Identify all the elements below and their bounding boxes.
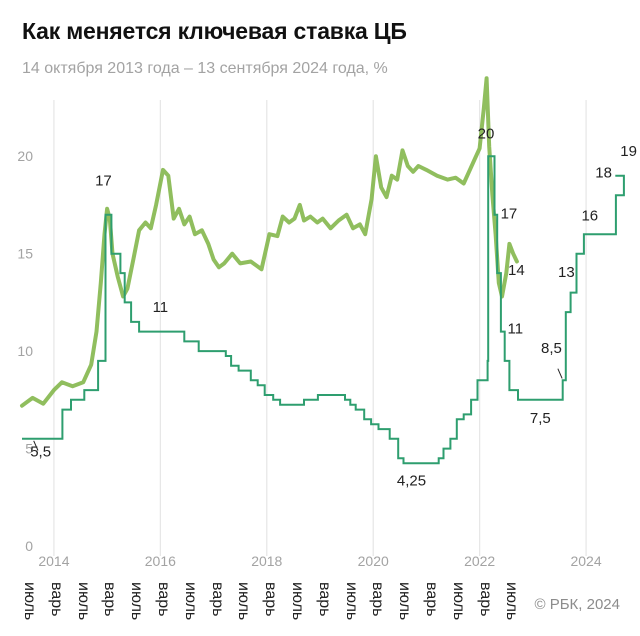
chart-subtitle: 14 октября 2013 года – 13 сентября 2024 …: [22, 60, 388, 77]
series-line-green: [20, 76, 519, 408]
data-label: 11: [153, 299, 169, 316]
chart-title: Как меняется ключевая ставка ЦБ: [22, 18, 407, 44]
month-tick-label: варь: [476, 582, 494, 617]
x-tick-label: 2016: [145, 553, 176, 569]
month-tick-label: варь: [262, 582, 280, 617]
y-tick-label: 5: [25, 441, 33, 457]
month-tick-label: июль: [235, 582, 253, 621]
source-credit: © РБК, 2024: [534, 596, 620, 613]
data-label: 11: [508, 321, 524, 338]
data-label: 17: [501, 206, 518, 223]
x-axis-ticks: 2014 2016 2018 2020 2022 2024: [38, 553, 602, 569]
series-layer: [20, 76, 625, 465]
data-label: 20: [478, 126, 495, 143]
data-label: 18: [595, 165, 612, 182]
y-tick-label: 20: [17, 148, 33, 164]
data-label: 17: [95, 172, 112, 189]
data-label: 13: [558, 264, 575, 281]
x-tick-label: 2020: [358, 553, 389, 569]
month-tick-label: варь: [101, 582, 119, 617]
data-label: 7,5: [530, 410, 551, 427]
month-tick-label: июль: [449, 582, 467, 621]
data-label: 14: [508, 262, 525, 279]
month-tick-label: варь: [315, 582, 333, 617]
month-tick-label: июль: [21, 582, 38, 621]
month-tick-label: июль: [289, 582, 306, 621]
data-label: 5,5: [30, 443, 51, 460]
month-tick-label: варь: [208, 582, 226, 617]
series-line-key-rate: [22, 155, 625, 465]
vertical-gridlines: [53, 100, 587, 556]
month-tick-label: июль: [396, 582, 414, 621]
label-leader: [557, 368, 563, 379]
y-tick-label: 0: [25, 538, 33, 554]
y-axis-ticks: 0 5 10 15 20: [17, 148, 33, 554]
month-tick-label: варь: [155, 582, 172, 617]
y-tick-label: 15: [17, 246, 33, 262]
data-label: 4,25: [397, 473, 426, 490]
month-tick-label: июль: [74, 582, 92, 621]
month-tick-label: варь: [369, 582, 387, 617]
data-labels: 5,5 17 11 4,25 20 17 14 11 7,5 8,5 13 16 18 19: [30, 126, 637, 490]
month-tick-label: варь: [423, 582, 440, 617]
x-tick-label: 2014: [38, 553, 69, 569]
month-tick-label: июль: [503, 582, 521, 621]
data-label: 19: [620, 143, 637, 160]
x-tick-label: 2018: [251, 553, 282, 569]
y-tick-label: 10: [17, 343, 33, 359]
x-tick-label: 2024: [570, 553, 601, 569]
month-tick-label: июль: [342, 582, 360, 621]
label-leader: [33, 440, 39, 451]
month-tick-label: июль: [128, 582, 146, 621]
x-tick-label: 2022: [464, 553, 495, 569]
data-label: 8,5: [541, 340, 562, 357]
data-label: 16: [581, 208, 598, 225]
month-tick-label: июль: [181, 582, 199, 621]
month-tick-label: варь: [47, 582, 65, 617]
